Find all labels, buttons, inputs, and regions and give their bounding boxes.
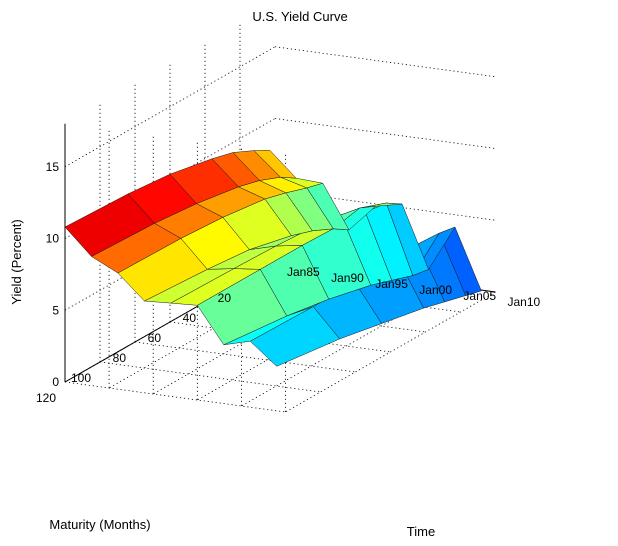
z-tick-label: 15 <box>46 160 60 174</box>
grid-line-maturity <box>64 381 286 413</box>
chart-title: U.S. Yield Curve <box>252 9 347 24</box>
grid-line-maturity <box>134 341 356 373</box>
y-tick-label: 60 <box>148 331 162 345</box>
x-tick-label: Jan95 <box>375 277 408 291</box>
surface-patch <box>253 149 297 179</box>
z-tick-label: 5 <box>52 303 59 317</box>
y-tick-label: 100 <box>71 371 91 385</box>
yield-surface <box>64 149 482 367</box>
x-axis-label: Time <box>407 524 435 539</box>
grid-line-maturity <box>169 321 391 353</box>
tick-labels: 0 5 10 15 20 40 60 80 100 120 Jan85 Jan90 Jan95 Jan00… <box>36 160 541 405</box>
z-tick-label: 10 <box>46 232 60 246</box>
x-tick-label: Jan90 <box>331 271 364 285</box>
x-tick-label: Jan05 <box>463 289 496 303</box>
y-tick-label: 80 <box>113 351 127 365</box>
y-axis-label: Maturity (Months) <box>49 517 150 532</box>
grid-line-yield-left <box>64 46 276 168</box>
y-tick-label: 20 <box>218 291 232 305</box>
grid-line-maturity <box>99 361 321 393</box>
grid-line-yield-back <box>274 46 496 78</box>
z-axis-label: Yield (Percent) <box>9 219 24 305</box>
x-tick-label: Jan10 <box>508 295 541 309</box>
x-tick-label: Jan85 <box>287 265 320 279</box>
grid-line-yield-back <box>274 118 496 149</box>
y-tick-label: 120 <box>36 391 56 405</box>
grid-line-time <box>285 291 496 413</box>
y-tick-label: 40 <box>183 311 197 325</box>
x-tick-label: Jan00 <box>419 283 452 297</box>
z-tick-label: 0 <box>52 375 59 389</box>
